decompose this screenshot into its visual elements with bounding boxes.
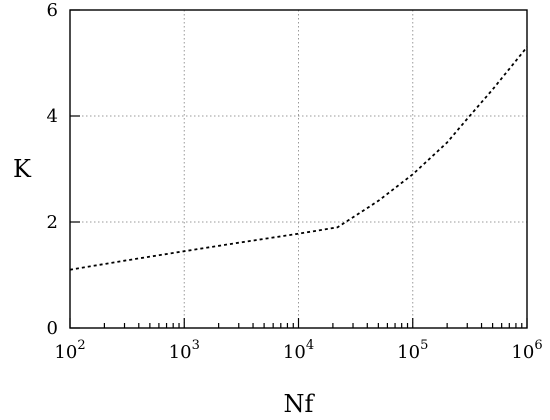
y-tick-label: 6 — [47, 0, 58, 21]
x-tick-label: 106 — [511, 338, 542, 363]
grid — [70, 10, 527, 328]
x-tick-label: 104 — [283, 338, 314, 363]
y-axis-title: K — [13, 155, 32, 183]
series-line-1 — [69, 46, 528, 271]
x-tick-label: 105 — [397, 338, 428, 363]
minor-ticks — [103, 323, 523, 328]
x-axis-title: Nf — [284, 390, 316, 418]
plot-frame — [69, 9, 528, 329]
tick-labels: 102 103 104 105 106 0 2 4 6 — [47, 0, 543, 363]
x-tick-label: 103 — [169, 338, 200, 363]
y-tick-label: 2 — [47, 212, 58, 233]
major-ticks — [69, 9, 528, 329]
x-tick-label: 102 — [54, 338, 85, 363]
y-tick-label: 0 — [47, 318, 58, 339]
series-layer — [69, 46, 528, 271]
y-tick-label: 4 — [47, 106, 58, 127]
